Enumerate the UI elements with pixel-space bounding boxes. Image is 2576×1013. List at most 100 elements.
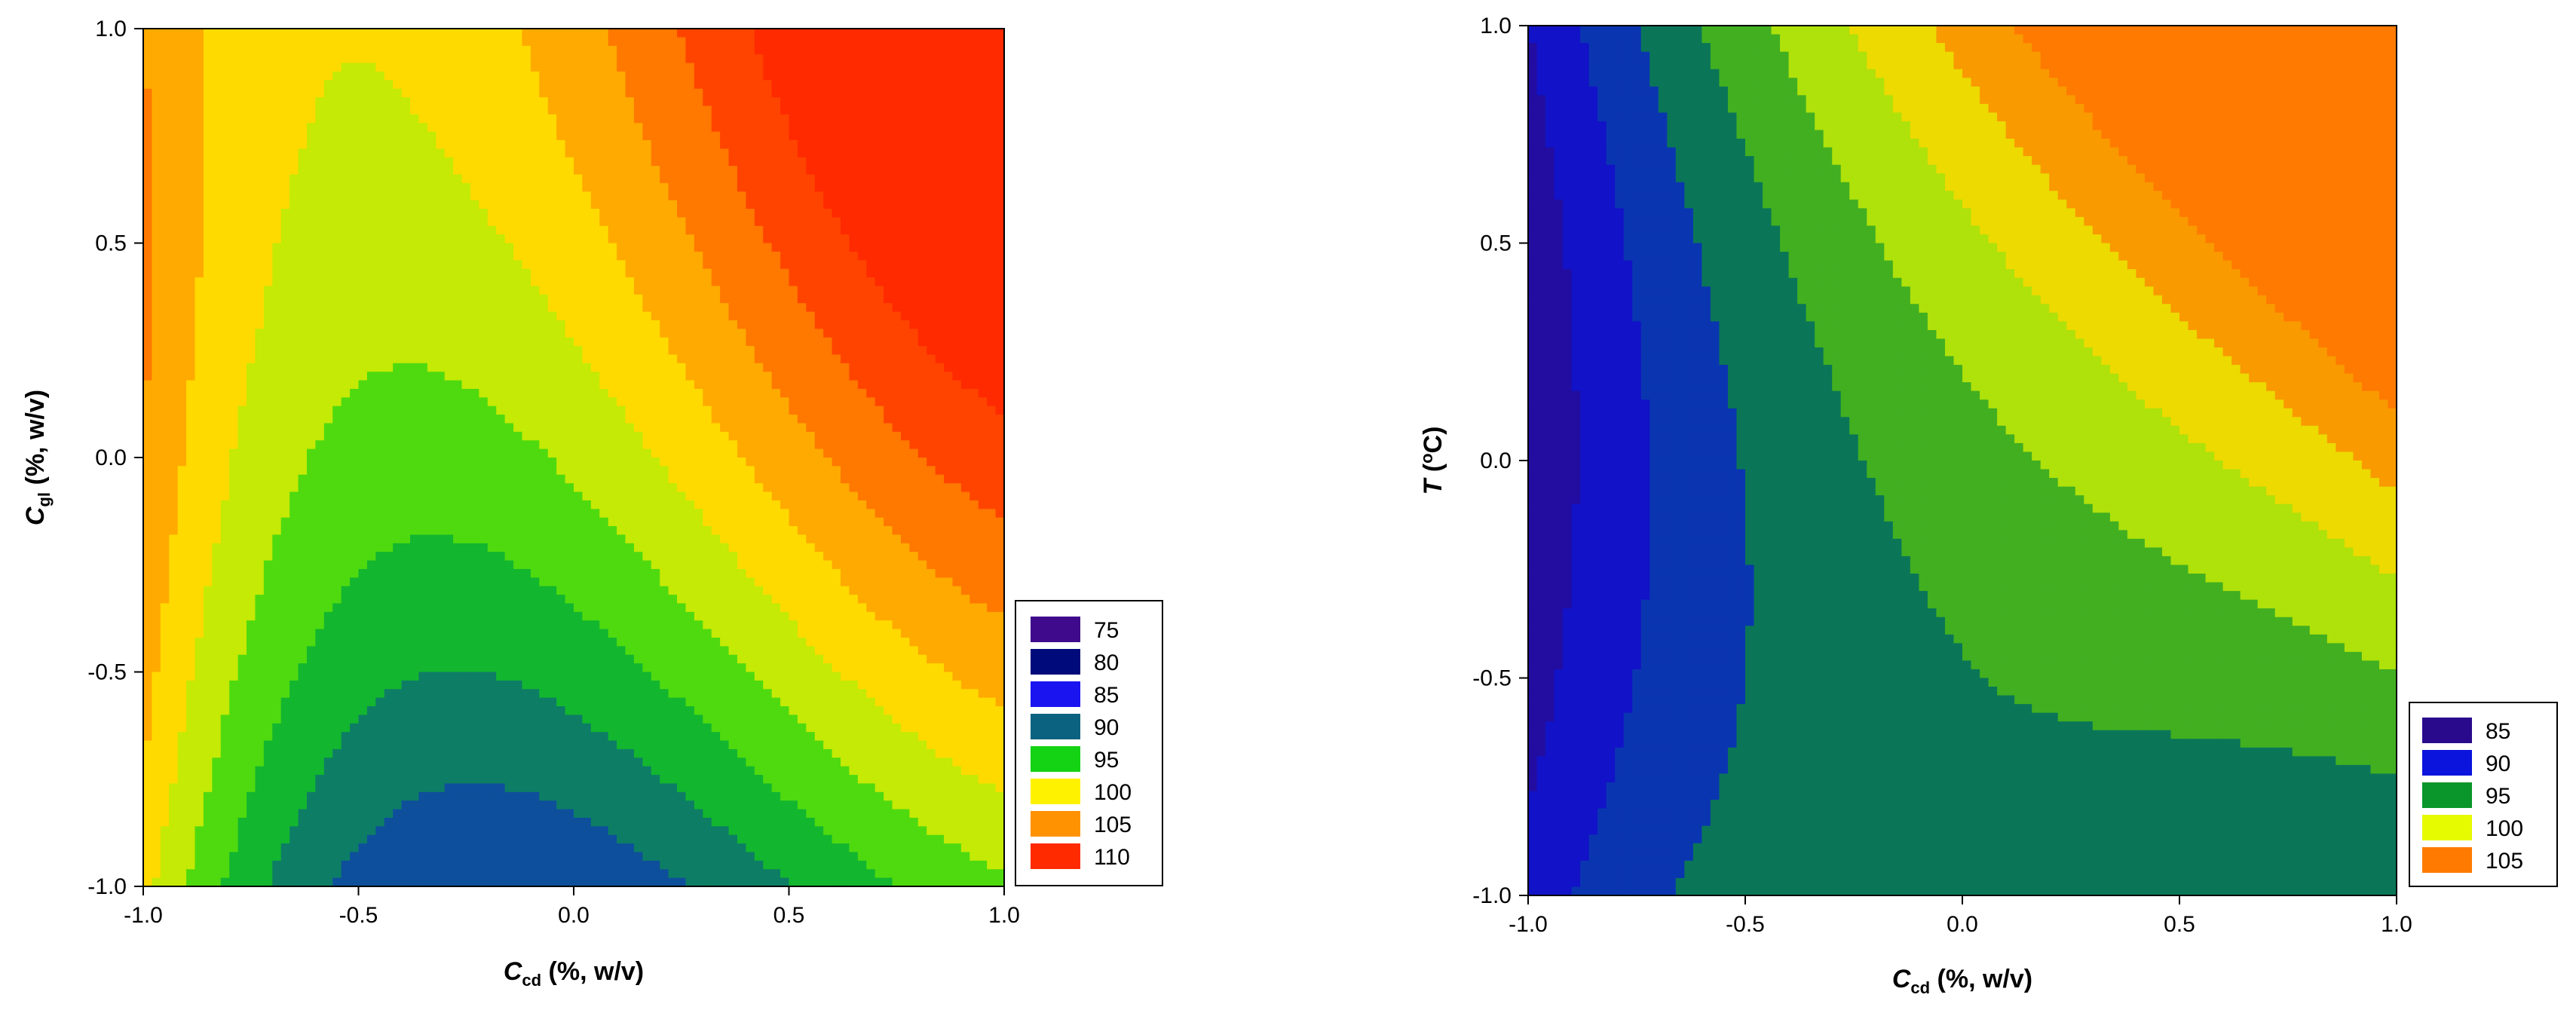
contour-cell <box>220 131 230 141</box>
contour-cell <box>470 200 479 210</box>
contour-cell <box>401 363 411 372</box>
contour-cell <box>341 517 351 527</box>
contour-cell <box>513 817 523 827</box>
contour-cell <box>315 491 325 501</box>
contour-cell <box>323 243 333 252</box>
contour-cell <box>298 380 308 390</box>
contour-cell <box>186 380 196 390</box>
contour-cell <box>513 723 523 733</box>
contour-cell <box>565 603 574 613</box>
contour-cell <box>436 560 446 570</box>
contour-cell <box>436 148 446 158</box>
contour-cell <box>539 166 549 176</box>
contour-cell <box>539 45 549 55</box>
contour-cell <box>393 329 403 338</box>
contour-cell <box>522 148 531 158</box>
contour-cell <box>358 526 368 536</box>
contour-cell <box>487 448 497 458</box>
contour-cell <box>453 491 463 501</box>
contour-cell <box>556 71 566 81</box>
contour-cell <box>539 852 549 862</box>
contour-cell <box>195 723 204 733</box>
contour-cell <box>393 834 403 844</box>
contour-cell <box>401 346 411 356</box>
contour-cell <box>487 191 497 201</box>
contour-cell <box>479 80 489 90</box>
contour-cell <box>263 311 273 321</box>
contour-cell <box>479 380 489 390</box>
contour-cell <box>247 406 256 415</box>
contour-cell <box>247 466 256 476</box>
contour-cell <box>177 208 187 218</box>
contour-cell <box>436 97 446 107</box>
contour-cell <box>358 748 368 758</box>
contour-cell <box>220 509 230 519</box>
contour-cell <box>195 397 204 407</box>
contour-cell <box>255 37 265 47</box>
contour-cell <box>547 603 557 613</box>
contour-cell <box>453 37 463 47</box>
contour-cell <box>306 817 316 827</box>
contour-cell <box>195 766 204 776</box>
contour-cell <box>186 415 196 424</box>
contour-cell <box>212 723 222 733</box>
contour-cell <box>195 174 204 184</box>
contour-cell <box>539 766 549 776</box>
contour-cell <box>556 346 566 356</box>
contour-cell <box>341 646 351 656</box>
contour-cell <box>160 431 170 441</box>
contour-cell <box>306 869 316 879</box>
contour-cell <box>565 800 574 810</box>
contour-cell <box>177 483 187 493</box>
contour-cell <box>280 372 290 381</box>
contour-cell <box>332 37 342 47</box>
contour-cell <box>444 260 454 270</box>
contour-cell <box>384 217 394 227</box>
contour-cell <box>358 809 368 819</box>
contour-cell <box>263 148 273 158</box>
contour-cell <box>565 251 574 261</box>
contour-cell <box>479 423 489 433</box>
contour-cell <box>186 715 196 724</box>
contour-cell <box>375 148 385 158</box>
contour-cell <box>410 182 420 192</box>
contour-cell <box>496 526 506 536</box>
contour-cell <box>229 603 239 613</box>
contour-cell <box>169 294 179 304</box>
contour-cell <box>160 329 170 338</box>
contour-cell <box>298 54 308 64</box>
contour-cell <box>315 268 325 278</box>
contour-cell <box>160 80 170 90</box>
contour-cell <box>350 706 360 715</box>
contour-cell <box>315 877 325 887</box>
contour-cell <box>366 706 376 715</box>
contour-cell <box>522 88 531 98</box>
contour-cell <box>186 860 196 870</box>
contour-cell <box>280 251 290 261</box>
contour-cell <box>298 654 308 664</box>
contour-cell <box>470 380 479 390</box>
contour-cell <box>401 372 411 381</box>
contour-cell <box>247 139 256 149</box>
contour-cell <box>539 817 549 827</box>
contour-cell <box>556 869 566 879</box>
contour-cell <box>341 474 351 484</box>
contour-cell <box>298 697 308 707</box>
contour-cell <box>152 243 161 252</box>
contour-cell <box>470 174 479 184</box>
contour-cell <box>229 740 239 750</box>
contour-cell <box>461 817 471 827</box>
contour-cell <box>306 243 316 252</box>
contour-cell <box>186 329 196 338</box>
contour-cell <box>152 757 161 767</box>
contour-cell <box>539 483 549 493</box>
contour-cell <box>160 337 170 347</box>
contour-cell <box>315 406 325 415</box>
contour-cell <box>169 637 179 647</box>
contour-cell <box>212 809 222 819</box>
contour-cell <box>375 431 385 441</box>
contour-cell <box>229 174 239 184</box>
contour-cell <box>332 131 342 141</box>
contour-cell <box>220 337 230 347</box>
contour-cell <box>298 689 308 699</box>
